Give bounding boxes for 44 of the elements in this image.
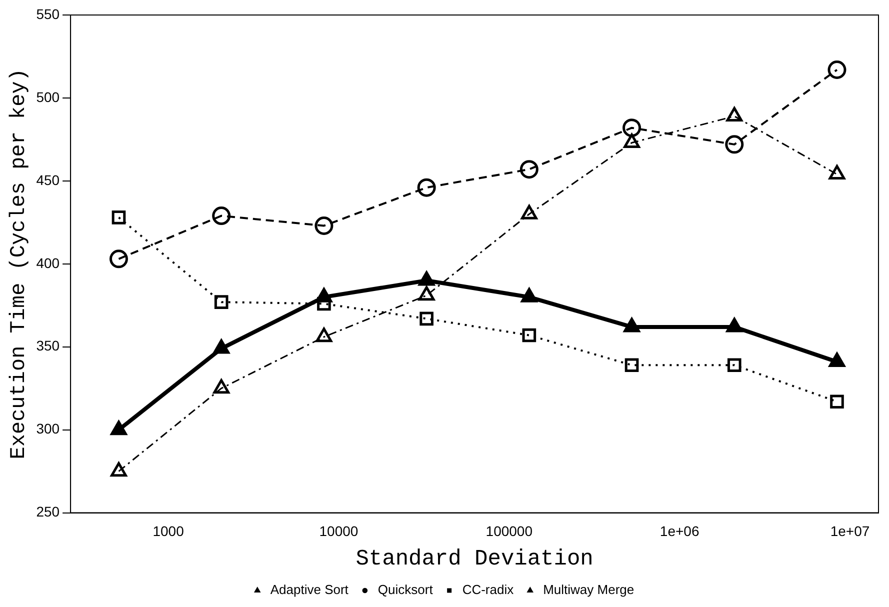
legend-label: Multiway Merge: [543, 582, 634, 598]
point: [624, 318, 640, 332]
x-tick-label: 10000: [319, 523, 358, 540]
point: [213, 379, 230, 394]
point: [110, 420, 127, 436]
point: [214, 295, 228, 309]
point: [727, 358, 742, 372]
point: [828, 352, 846, 368]
point: [522, 328, 536, 342]
x-tick-label: 100000: [486, 523, 533, 540]
y-tick-label: 300: [36, 420, 60, 437]
y-tick-label: 500: [36, 88, 60, 105]
point: [110, 462, 127, 477]
point: [213, 339, 230, 354]
x-tick-label: 1e+07: [830, 523, 870, 540]
y-tick-label: 450: [36, 172, 60, 188]
point: [314, 216, 334, 235]
point: [420, 312, 434, 326]
x-axis-title: Standard Deviation: [356, 546, 594, 572]
x-tick-label: 1e+06: [660, 523, 700, 540]
point: [828, 60, 846, 80]
point: [520, 288, 538, 302]
point: [109, 250, 128, 268]
point: [622, 118, 642, 138]
point: [212, 206, 231, 226]
point: [316, 328, 332, 342]
legend-label: Quicksort: [378, 582, 434, 598]
legend-label: CC-radix: [462, 582, 514, 598]
y-tick-label: 400: [36, 254, 60, 271]
point: [520, 160, 538, 179]
point: [726, 318, 743, 332]
point: [624, 358, 639, 372]
point: [418, 271, 435, 286]
point: [112, 210, 126, 224]
point: [418, 286, 435, 301]
x-tick-label: 1000: [152, 523, 184, 540]
y-axis-title: Execution Time (Cycles per key): [8, 68, 32, 460]
point: [417, 178, 436, 197]
point: [317, 296, 331, 311]
y-tick-label: 550: [36, 6, 60, 22]
y-tick-label: 350: [36, 338, 60, 354]
point: [725, 135, 744, 154]
legend-label: Adaptive Sort: [270, 582, 349, 598]
y-tick-label: 250: [36, 504, 60, 520]
